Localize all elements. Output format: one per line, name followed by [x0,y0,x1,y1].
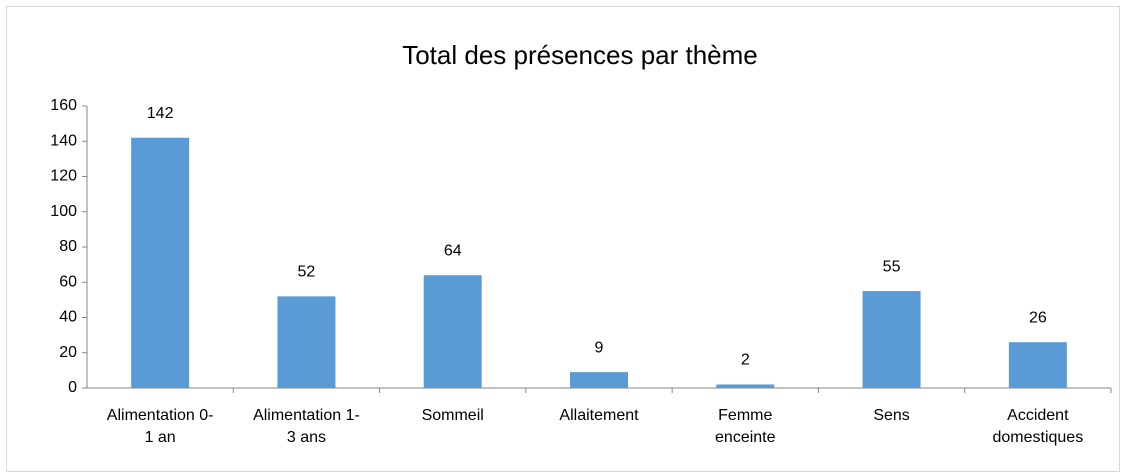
bar [423,275,482,388]
x-tick-label: Sens [873,407,910,424]
y-tick-label: 80 [59,238,77,255]
bar [131,137,190,388]
y-tick-label: 160 [50,97,77,114]
data-label: 52 [298,264,316,281]
y-tick-label: 40 [59,309,77,326]
x-tick-label: Allaitement [559,407,639,424]
bar [716,384,775,388]
y-tick-label: 100 [50,203,77,220]
x-tick-label: Sommeil [421,407,484,424]
x-tick-label: Accident domestiques [992,407,1084,446]
bar [862,291,921,388]
data-label: 9 [595,339,604,356]
y-tick-label: 20 [59,344,77,361]
data-label: 142 [147,105,174,122]
data-label: 2 [741,352,750,369]
bar [570,372,628,388]
x-tick-label: Alimentation 0-1 an [106,407,214,446]
chart-title: Total des présences par thème [402,40,758,70]
data-label: 55 [883,258,901,275]
y-tick-label: 0 [68,379,77,396]
data-label: 26 [1029,309,1047,326]
x-tick-label: Alimentation 1-3 ans [253,407,360,446]
data-label: 64 [444,242,462,259]
y-tick-label: 60 [59,273,77,290]
bar [277,296,336,388]
chart-border [6,6,1120,472]
x-tick-label: Femme enceinte [715,407,776,446]
y-tick-label: 120 [50,168,77,185]
bar [1008,342,1067,388]
y-tick-label: 140 [50,132,77,149]
